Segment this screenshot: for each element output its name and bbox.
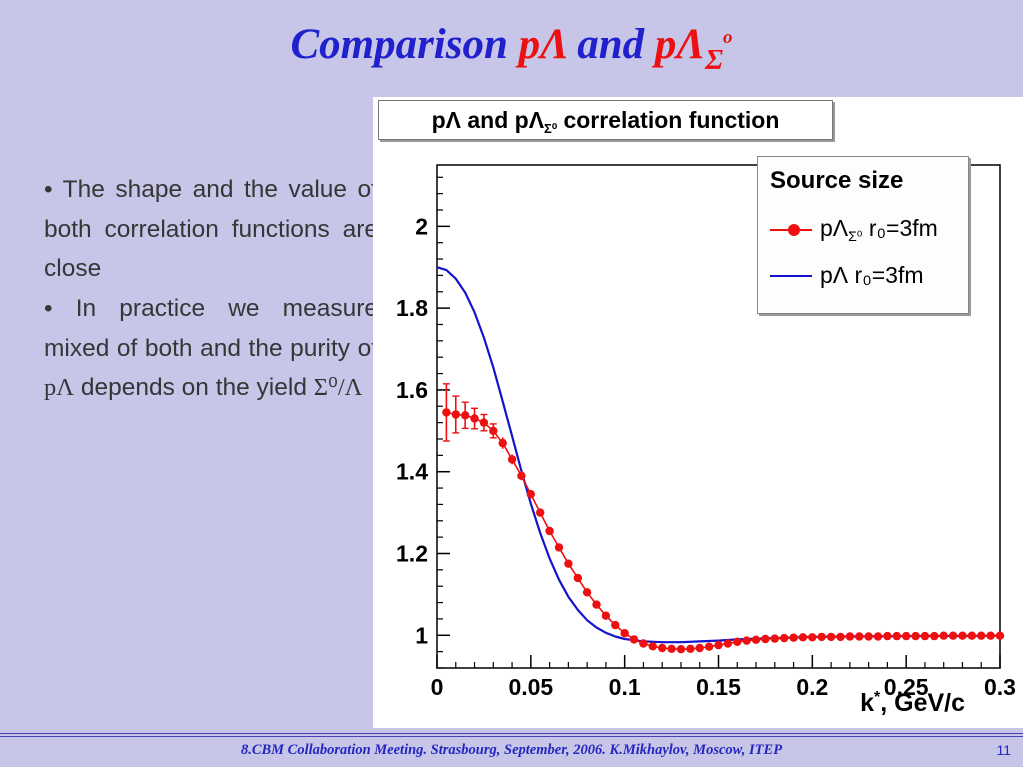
- svg-text:1.6: 1.6: [396, 377, 428, 403]
- plambda-symbol: pΛ: [44, 374, 75, 402]
- svg-text:0.2: 0.2: [796, 674, 828, 700]
- chart-title: pΛ and pΛΣ⁰ correlation function: [378, 100, 833, 140]
- title-plambda-2: pΛ: [654, 21, 706, 68]
- chart-title-pre: pΛ and pΛ: [431, 107, 545, 133]
- bullet-dot: •: [44, 176, 53, 203]
- legend-label-plambda: pΛ r₀=3fm: [820, 261, 924, 288]
- svg-text:0.25: 0.25: [884, 674, 929, 700]
- bullet-text-block: • The shape and the value of both correl…: [44, 170, 378, 408]
- svg-text:1.4: 1.4: [396, 459, 428, 485]
- svg-text:0.05: 0.05: [508, 674, 553, 700]
- svg-text:0: 0: [431, 674, 444, 700]
- chart-title-post: correlation function: [557, 107, 780, 133]
- svg-text:0.3: 0.3: [984, 674, 1016, 700]
- legend-entry-blue: pΛ r₀=3fm: [768, 253, 968, 299]
- bullet-1: • The shape and the value of both correl…: [44, 170, 378, 289]
- pLambdaSigma0-points: [442, 383, 1005, 654]
- red-circle-line-marker: [768, 220, 820, 240]
- title-plambda-1: pΛ: [518, 21, 567, 68]
- chart-title-sub: Σ⁰: [544, 121, 558, 136]
- bullet-2-text-mid: depends on the yield: [74, 374, 314, 402]
- slide-title: Comparison pΛ and pΛΣo: [0, 20, 1023, 77]
- x-axis-label: k*, GeV/c: [860, 689, 965, 717]
- title-word-and: and: [577, 21, 645, 68]
- bullet-dot: •: [44, 295, 53, 323]
- sigma-lambda-ratio-symbol: Σ⁰/Λ: [313, 374, 363, 402]
- page-number: 11: [996, 742, 1011, 758]
- title-word-comparison: Comparison: [290, 21, 508, 68]
- chart-panel: pΛ and pΛΣ⁰ correlation function 0 0.05 0.…: [373, 97, 1023, 728]
- legend-title: Source size: [770, 167, 904, 194]
- svg-text:1: 1: [415, 622, 428, 648]
- svg-text:0.1: 0.1: [609, 674, 641, 700]
- bullet-1-text: The shape and the value of both correlat…: [44, 176, 378, 283]
- blue-line-marker: [768, 266, 820, 286]
- svg-text:0.15: 0.15: [696, 674, 741, 700]
- svg-text:1.2: 1.2: [396, 540, 428, 566]
- legend-label-plambda-sigma0: pΛΣ⁰ r₀=3fm: [820, 215, 938, 244]
- svg-text:2: 2: [415, 213, 428, 239]
- footer: 8.CBM Collaboration Meeting. Strasbourg,…: [0, 739, 1023, 763]
- footer-rule-top: [0, 733, 1023, 734]
- footer-rule-bottom: [0, 736, 1023, 737]
- bullet-2-text-pre: In practice we measure mixed of both and…: [44, 295, 378, 362]
- legend-entry-red: pΛΣ⁰ r₀=3fm: [768, 207, 968, 253]
- bullet-2: • In practice we measure mixed of both a…: [44, 289, 378, 408]
- title-zero-superscript: o: [723, 27, 733, 48]
- svg-text:1.8: 1.8: [396, 295, 428, 321]
- plot-legend: Source size pΛΣ⁰ r₀=3fm pΛ r₀=3fm: [757, 156, 969, 314]
- footer-text: 8.CBM Collaboration Meeting. Strasbourg,…: [240, 742, 783, 758]
- title-sigma-subscript: Σ: [705, 44, 724, 76]
